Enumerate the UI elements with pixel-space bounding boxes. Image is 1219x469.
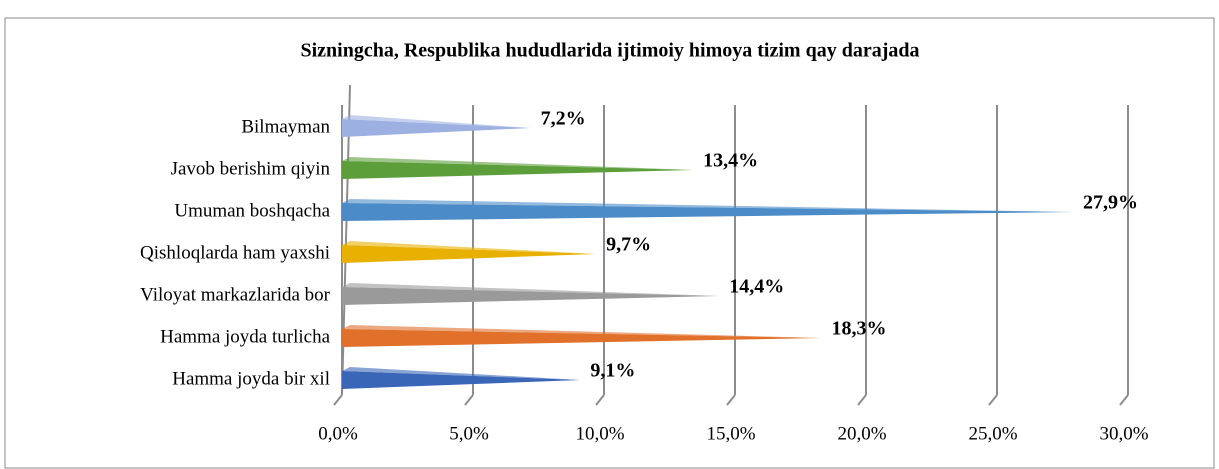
value-label: 13,4% [703, 150, 758, 172]
x-tick-label: 25,0% [968, 423, 1017, 444]
bar-top [342, 241, 597, 254]
grid-line [595, 394, 605, 406]
grid-line [1119, 394, 1129, 406]
grid-line [857, 394, 867, 406]
bar-top [342, 157, 694, 170]
bar-top [342, 325, 822, 338]
grid-line [726, 394, 736, 406]
value-label: 27,9% [1083, 192, 1138, 214]
bar-top [342, 283, 720, 296]
y-tick-label: Bilmayman [241, 116, 330, 137]
y-tick-label: Hamma joyda turlicha [160, 326, 330, 347]
x-tick-label: 20,0% [837, 423, 886, 444]
chart-border [4, 17, 1215, 469]
bar [342, 329, 822, 347]
grid-line [988, 394, 998, 406]
bar-top [342, 115, 531, 128]
x-tick-label: 5,0% [449, 423, 489, 444]
x-tick-label: 15,0% [706, 423, 755, 444]
bar [342, 371, 581, 389]
bar [342, 203, 1073, 221]
grid-line [333, 394, 343, 406]
bar-top [342, 199, 1073, 212]
grid-line [464, 394, 474, 406]
value-label: 14,4% [729, 276, 784, 298]
x-tick-label: 0,0% [318, 423, 358, 444]
bar [342, 287, 720, 305]
bar-top [342, 367, 581, 380]
y-tick-label: Javob berishim qiyin [171, 158, 331, 179]
chart-title: Sizningcha, Respublika hududlarida ijtim… [300, 40, 919, 62]
y-tick-label: Viloyat markazlarida bor [140, 284, 331, 305]
bar [342, 161, 694, 179]
bar [342, 245, 597, 263]
value-label: 18,3% [831, 318, 886, 340]
y-tick-label: Umuman boshqacha [174, 200, 330, 221]
x-tick-label: 30,0% [1099, 423, 1148, 444]
bar [342, 119, 531, 137]
value-label: 9,1% [590, 360, 635, 382]
y-tick-label: Hamma joyda bir xil [172, 368, 330, 389]
x-tick-label: 10,0% [575, 423, 624, 444]
y-tick-label: Qishloqlarda ham yaxshi [140, 242, 330, 263]
value-label: 7,2% [541, 108, 586, 130]
value-label: 9,7% [606, 234, 651, 256]
